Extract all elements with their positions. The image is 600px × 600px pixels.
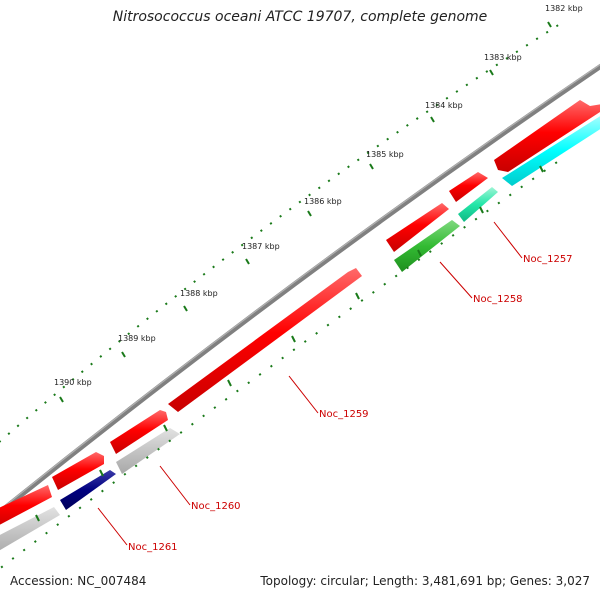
- kbp-label-1384: 1384 kbp: [425, 101, 463, 110]
- cds-noc-1260: [116, 428, 180, 474]
- inner-tick-ring: [0, 159, 561, 570]
- kbp-label-1383: 1383 kbp: [484, 53, 522, 62]
- genome-backbone: [0, 63, 600, 516]
- leader-noc-1260: [159, 465, 191, 506]
- gene-labels: Noc_1257 Noc_1258 Noc_1259 Noc_1260 Noc_…: [128, 254, 573, 553]
- cds-forward-d: [110, 410, 168, 454]
- kbp-labels: 1382 kbp 1383 kbp 1384 kbp 1385 kbp 1386…: [54, 4, 583, 387]
- leader-noc-1257: [493, 221, 523, 259]
- gene-label-noc-1260: Noc_1260: [191, 501, 241, 512]
- label-leaders: [97, 221, 523, 546]
- leader-noc-1258: [439, 261, 473, 299]
- kbp-label-1387: 1387 kbp: [242, 242, 280, 251]
- gene-label-noc-1257: Noc_1257: [523, 254, 573, 265]
- cds-forward-a: [494, 100, 600, 172]
- inner-major-ticks: [35, 165, 544, 522]
- cds-reverse-grey: [0, 507, 60, 551]
- kbp-label-1388: 1388 kbp: [180, 289, 218, 298]
- kbp-label-1390: 1390 kbp: [54, 378, 92, 387]
- genome-summary: Topology: circular; Length: 3,481,691 bp…: [260, 574, 590, 588]
- gene-label-noc-1259: Noc_1259: [319, 409, 369, 420]
- outer-major-ticks: [59, 21, 552, 403]
- cds-noc-1258: [394, 220, 460, 272]
- cds-forward-f: [0, 485, 52, 525]
- kbp-label-1382: 1382 kbp: [545, 4, 583, 13]
- reverse-cds-track: [0, 116, 600, 551]
- leader-noc-1261: [97, 507, 128, 546]
- gene-label-noc-1261: Noc_1261: [128, 542, 178, 553]
- cds-cyan: [502, 116, 600, 186]
- cds-noc-1261: [60, 470, 116, 510]
- cds-forward-b: [449, 172, 488, 202]
- kbp-label-1386: 1386 kbp: [304, 197, 342, 206]
- cds-forward-c: [386, 203, 449, 252]
- forward-cds-track: [0, 100, 600, 525]
- cds-noc-1259: [168, 268, 362, 412]
- accession-text: Accession: NC_007484: [10, 574, 147, 588]
- leader-noc-1259: [288, 375, 319, 414]
- cds-forward-e: [52, 452, 104, 490]
- gene-label-noc-1258: Noc_1258: [473, 294, 523, 305]
- kbp-label-1385: 1385 kbp: [366, 150, 404, 159]
- map-title: Nitrosococcus oceani ATCC 19707, complet…: [112, 9, 488, 25]
- cds-noc-1257: [458, 187, 498, 222]
- genome-backbone-highlight: [0, 64, 600, 511]
- kbp-label-1389: 1389 kbp: [118, 334, 156, 343]
